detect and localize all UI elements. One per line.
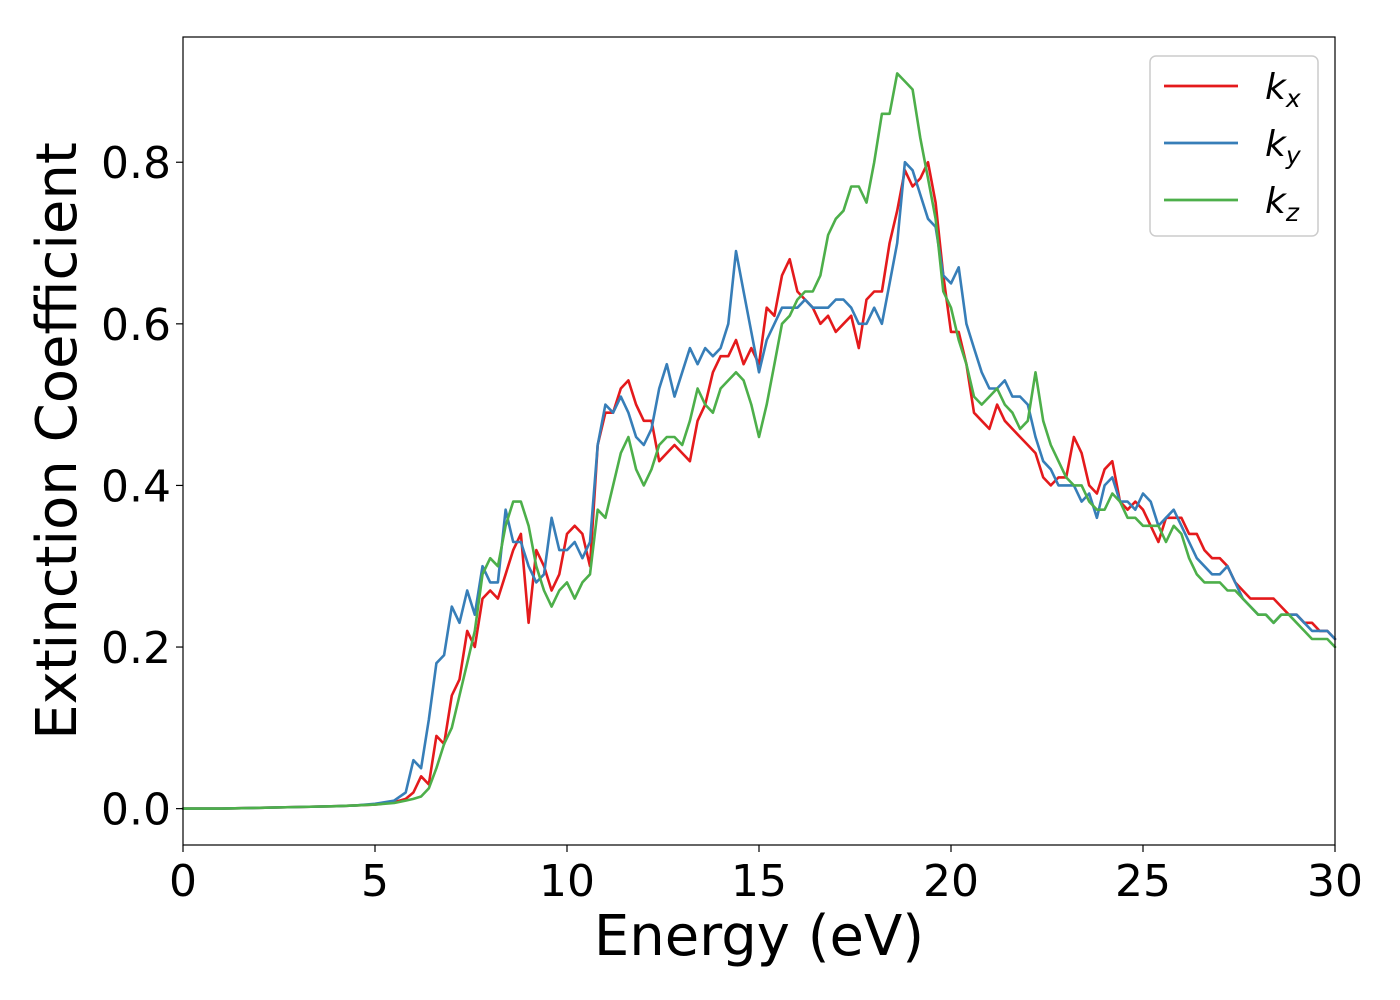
x-tick-label: 10 [539, 856, 595, 907]
x-tick-label: 0 [169, 856, 197, 907]
legend-label-z: kz [1265, 181, 1300, 227]
y-axis-title: Extinction Coefficient [25, 142, 90, 740]
y-tick-label: 0.4 [101, 461, 171, 512]
legend-label-y: ky [1265, 124, 1302, 170]
series-line-z [181, 72, 1337, 810]
x-axis-title: Energy (eV) [594, 904, 924, 969]
y-tick-label: 0.8 [101, 138, 171, 189]
x-tick-label: 5 [361, 856, 389, 907]
legend: kx ky kz [1149, 55, 1319, 237]
series-line-x [181, 160, 1337, 810]
y-tick-label: 0.6 [101, 300, 171, 351]
x-tick-label: 30 [1307, 856, 1363, 907]
x-tick-label: 15 [731, 856, 787, 907]
y-tick-label: 0.0 [101, 785, 171, 836]
x-tick-label: 20 [923, 856, 979, 907]
y-axis-ticks: 0.0 0.2 0.4 0.6 0.8 [101, 138, 183, 836]
y-tick-label: 0.2 [101, 623, 171, 674]
legend-label-x: kx [1265, 67, 1301, 113]
legend-box [1149, 55, 1319, 237]
x-tick-label: 25 [1115, 856, 1171, 907]
series-line-y [181, 160, 1337, 810]
plot-lines [181, 72, 1337, 810]
x-axis-ticks: 0 5 10 15 20 25 30 [169, 845, 1363, 907]
